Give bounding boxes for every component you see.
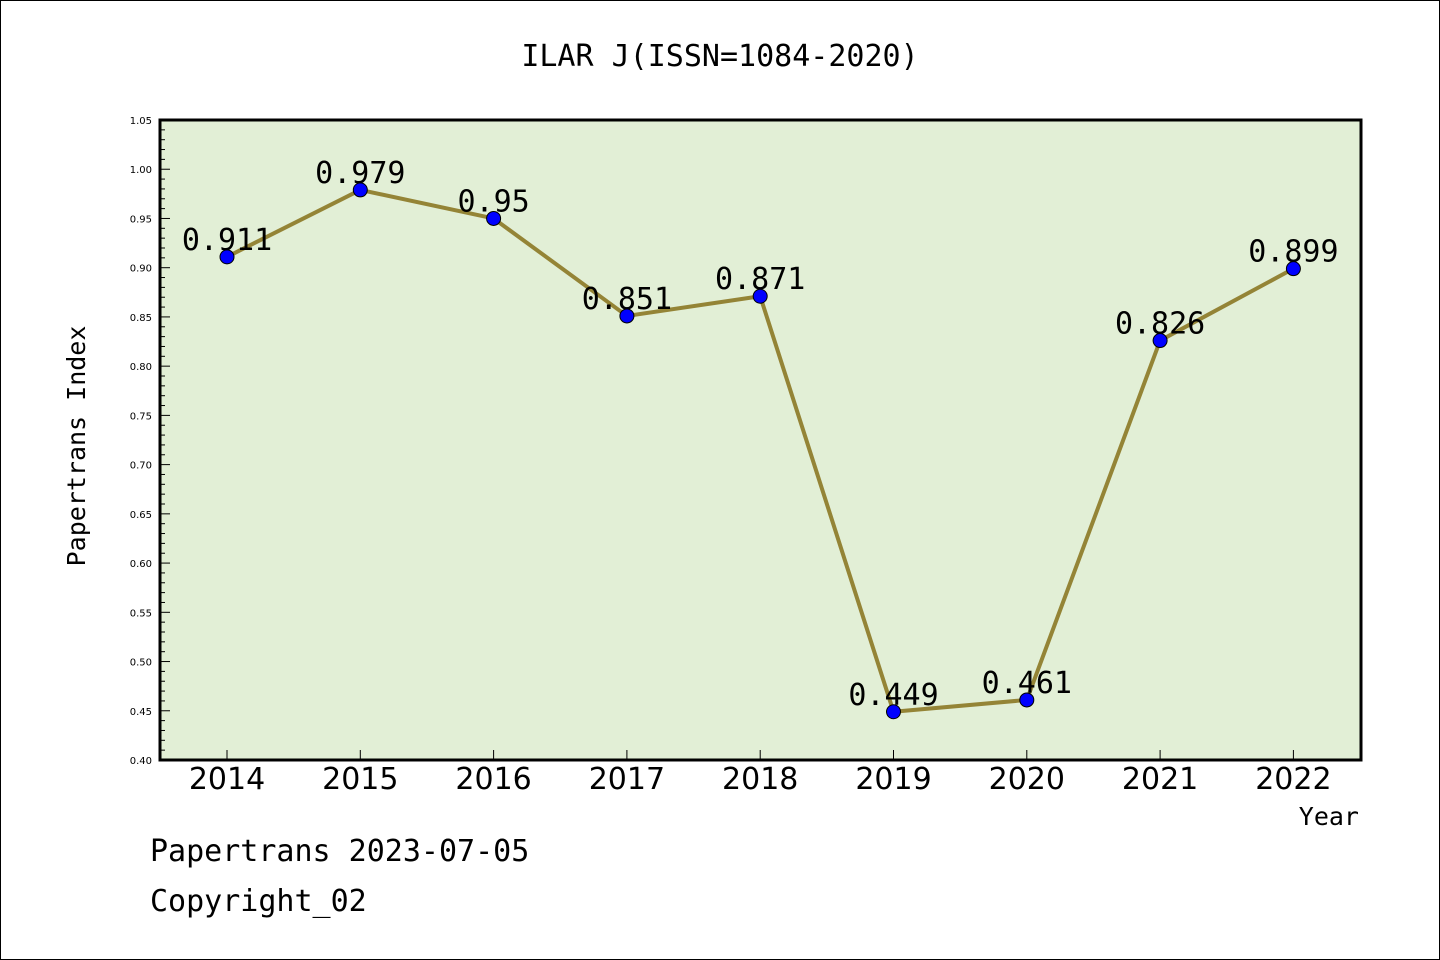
x-tick-label: 2021: [1122, 762, 1198, 797]
data-point: [1019, 692, 1035, 708]
data-point: [1152, 333, 1168, 349]
y-tick-label: 0.60: [130, 559, 152, 570]
footer-copyright-text: Copyright_02: [150, 884, 367, 919]
data-label: 0.95: [457, 184, 529, 219]
y-tick-label: 0.70: [130, 461, 152, 472]
x-axis-label: Year: [1299, 802, 1359, 831]
data-point: [1285, 261, 1301, 277]
x-tick-label: 2018: [722, 762, 798, 797]
data-label: 0.826: [1115, 307, 1205, 342]
data-label: 0.911: [182, 223, 272, 258]
x-tick-label: 2017: [589, 762, 665, 797]
y-tick-label: 0.75: [130, 411, 152, 422]
y-tick-label: 0.40: [130, 756, 152, 767]
data-label: 0.871: [715, 262, 805, 297]
plot-area: [160, 120, 1361, 760]
x-tick-label: 2022: [1255, 762, 1331, 797]
y-tick-label: 0.50: [130, 658, 152, 669]
data-point: [619, 308, 635, 324]
chart-title: ILAR J(ISSN=1084-2020): [521, 39, 918, 74]
data-point: [486, 210, 502, 226]
x-axis-tick-labels: 2014 2015 2016 2017 2018 2019 2020 2021 2022: [189, 762, 1332, 797]
data-label: 0.851: [582, 282, 672, 317]
data-point: [352, 182, 368, 198]
x-tick-label: 2019: [855, 762, 931, 797]
y-tick-label: 0.85: [130, 313, 152, 324]
y-tick-label: 1.05: [130, 116, 152, 127]
y-tick-label: 1.00: [130, 165, 152, 176]
x-axis-ticks: [226, 750, 1294, 760]
data-point: [219, 249, 235, 265]
y-tick-label: 0.95: [130, 214, 152, 225]
y-tick-label: 0.65: [130, 510, 152, 521]
x-tick-label: 2020: [989, 762, 1065, 797]
data-label: 0.979: [315, 156, 405, 191]
data-label: 0.449: [848, 678, 938, 713]
y-tick-label: 0.80: [130, 362, 152, 373]
data-label: 0.899: [1248, 235, 1338, 270]
data-point: [752, 288, 768, 304]
data-label-group: 0.911 0.979 0.95 0.851 0.871 0.449 0.461 0.826 0…: [182, 156, 1339, 713]
footer-date-text: Papertrans 2023-07-05: [150, 834, 530, 869]
y-axis-label: Papertrans Index: [62, 326, 91, 567]
y-tick-label: 0.55: [130, 608, 152, 619]
data-label: 0.461: [982, 666, 1072, 701]
x-tick-label: 2014: [189, 762, 265, 797]
marker-group: [219, 182, 1301, 720]
plot-border: [158, 118, 1363, 762]
data-point: [886, 704, 901, 720]
x-tick-label: 2016: [455, 762, 531, 797]
x-tick-label: 2015: [322, 762, 398, 797]
y-axis-tick-labels: 0.40 0.45 0.50 0.55 0.60 0.65 0.70 0.75 0.80 0.85…: [130, 116, 152, 767]
y-tick-label: 0.45: [130, 707, 152, 718]
y-tick-label: 0.90: [130, 264, 152, 275]
